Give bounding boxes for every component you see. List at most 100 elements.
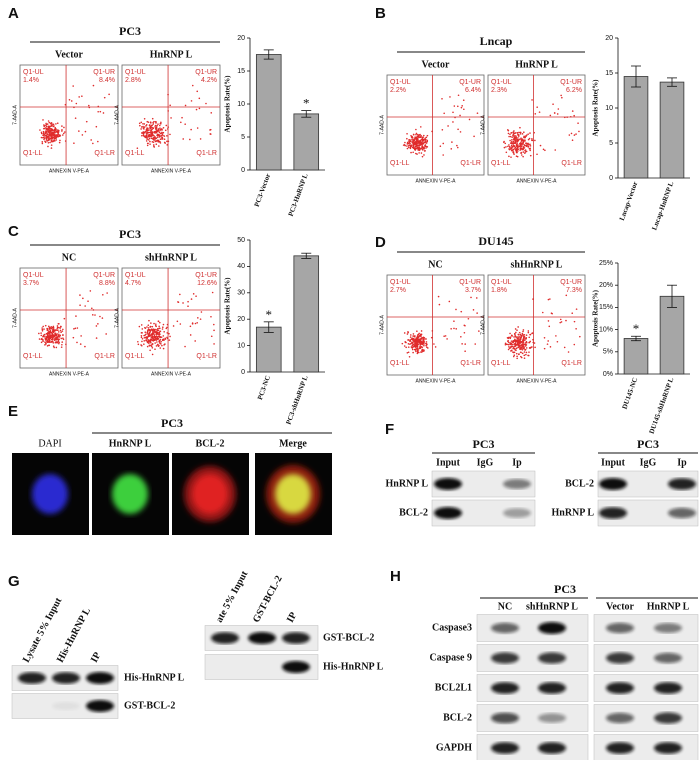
event-dot: [47, 325, 50, 328]
event-dot: [510, 349, 513, 352]
event-dot: [44, 141, 47, 144]
event-dot: [190, 100, 193, 102]
event-dot: [153, 335, 156, 337]
event-dot: [161, 344, 163, 347]
event-dot: [149, 335, 151, 337]
event-dot: [76, 341, 78, 344]
event-dot: [515, 135, 517, 138]
event-dot: [162, 131, 165, 134]
y-tick-label: 15: [237, 68, 245, 75]
lane-label: NC: [498, 601, 512, 612]
event-dot: [56, 333, 59, 335]
event-dot: [43, 124, 45, 126]
event-dot: [463, 331, 466, 334]
event-dot: [52, 131, 55, 134]
event-dot: [529, 132, 531, 134]
event-dot: [523, 334, 526, 336]
blot-band: [538, 622, 566, 634]
event-dot: [416, 330, 418, 333]
event-dot: [424, 137, 427, 139]
event-dot: [150, 345, 153, 348]
event-dot: [59, 325, 62, 328]
event-dot: [157, 343, 159, 346]
event-dot: [55, 123, 57, 125]
event-dot: [149, 124, 151, 126]
event-dot: [507, 343, 510, 346]
event-dot: [476, 112, 479, 114]
event-dot: [527, 146, 530, 148]
event-dot: [46, 345, 49, 347]
event-dot: [457, 94, 460, 97]
event-dot: [146, 340, 149, 343]
quadrant-name: Q1-LL: [390, 360, 410, 367]
event-dot: [44, 131, 47, 133]
event-dot: [140, 334, 143, 337]
blot-band: [538, 652, 566, 664]
event-dot: [411, 145, 413, 147]
event-dot: [523, 131, 525, 134]
event-dot: [148, 139, 150, 141]
event-dot: [519, 345, 521, 348]
quadrant-name: Q1-LL: [23, 150, 43, 157]
event-dot: [155, 323, 157, 325]
event-dot: [468, 118, 471, 121]
event-dot: [475, 297, 478, 299]
event-dot: [145, 140, 148, 142]
event-dot: [419, 143, 421, 146]
x-axis-label: ANNEXIN V-PE-A: [516, 178, 557, 184]
event-dot: [422, 349, 425, 351]
event-dot: [527, 138, 530, 141]
event-dot: [156, 338, 159, 341]
event-dot: [522, 142, 524, 145]
event-dot: [425, 142, 427, 144]
event-dot: [520, 145, 523, 148]
blot-band: [606, 622, 634, 634]
event-dot: [92, 84, 95, 87]
event-dot: [517, 344, 520, 347]
event-dot: [159, 335, 161, 338]
event-dot: [508, 144, 510, 146]
panel-letter: B: [375, 5, 386, 22]
event-dot: [179, 293, 181, 296]
event-dot: [60, 331, 62, 333]
event-dot: [97, 323, 99, 325]
quadrant-name: Q1-UL: [390, 79, 411, 86]
significance-mark: *: [266, 307, 273, 322]
y-tick-label: 20: [237, 316, 245, 323]
event-dot: [47, 142, 50, 144]
event-dot: [516, 139, 519, 141]
event-dot: [414, 339, 417, 342]
event-dot: [52, 331, 55, 334]
event-dot: [516, 132, 519, 134]
event-dot: [406, 351, 409, 354]
event-dot: [412, 337, 415, 340]
event-dot: [453, 327, 455, 330]
blot-band: [599, 507, 627, 519]
blot-title: PC3: [473, 437, 495, 451]
event-dot: [59, 139, 61, 142]
channel-label: BCL-2: [196, 438, 225, 449]
event-dot: [45, 337, 47, 340]
event-dot: [164, 337, 167, 340]
event-dot: [160, 121, 162, 124]
event-dot: [150, 132, 152, 134]
event-dot: [411, 140, 413, 142]
event-dot: [525, 142, 527, 145]
event-dot: [421, 346, 424, 349]
y-tick-label: 10: [237, 101, 245, 108]
event-dot: [528, 351, 530, 353]
event-dot: [143, 118, 146, 120]
event-dot: [548, 325, 551, 328]
event-dot: [143, 131, 146, 134]
event-dot: [45, 125, 48, 128]
event-dot: [417, 350, 419, 353]
event-dot: [452, 121, 454, 123]
quadrant-name: Q1-LL: [23, 353, 43, 360]
event-dot: [161, 132, 163, 135]
event-dot: [412, 335, 414, 337]
event-dot: [424, 140, 427, 143]
event-dot: [524, 152, 526, 154]
event-dot: [520, 336, 523, 339]
y-tick-label: 5: [609, 140, 613, 147]
event-dot: [147, 135, 150, 138]
